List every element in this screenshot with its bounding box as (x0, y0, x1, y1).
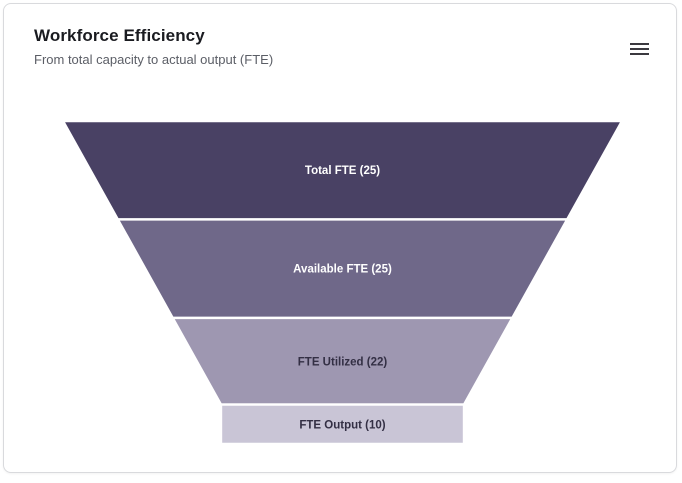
funnel-segment-label: Available FTE (25) (293, 264, 392, 276)
funnel-segment-label: Total FTE (25) (305, 165, 380, 177)
hamburger-icon (630, 52, 649, 55)
funnel-chart: Total FTE (25) Available FTE (25) FTE Util… (60, 119, 625, 446)
hamburger-icon (630, 43, 649, 46)
chart-menu-button[interactable] (628, 40, 651, 58)
card-title: Workforce Efficiency (34, 26, 205, 45)
card-subtitle: From total capacity to actual output (FT… (34, 52, 274, 67)
funnel-segment-label: FTE Utilized (22) (298, 356, 388, 368)
funnel-segment-label: FTE Output (10) (299, 419, 385, 431)
card-header: Workforce Efficiency From total capacity… (34, 26, 616, 67)
hamburger-icon (630, 47, 649, 51)
workforce-efficiency-card: Total FTE (25) Available FTE (25) FTE Util… (3, 3, 677, 473)
funnel-segment-fte-output[interactable] (219, 403, 466, 446)
